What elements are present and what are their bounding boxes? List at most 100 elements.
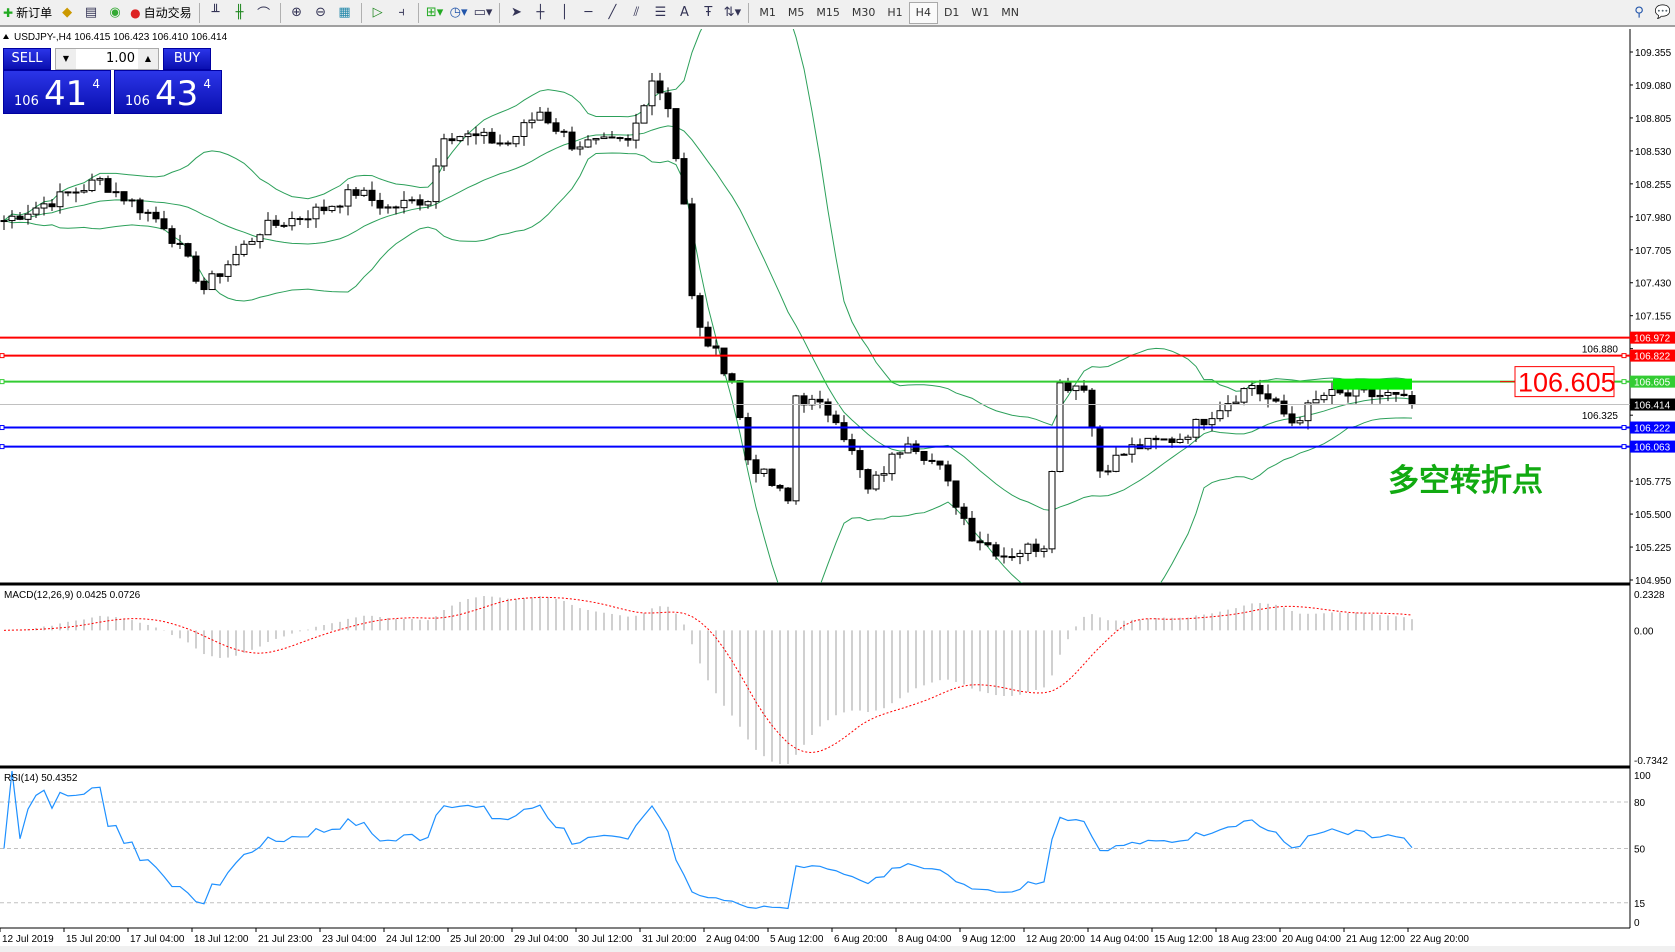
lot-decrease-icon[interactable]: ▼ xyxy=(56,49,76,69)
level-price-label: 106.222 xyxy=(1634,424,1671,435)
zoom-out-icon[interactable]: ⊖ xyxy=(315,5,327,20)
line-chart-icon[interactable]: ⌒ xyxy=(257,7,271,22)
candle xyxy=(792,394,800,505)
candle xyxy=(1184,434,1192,444)
candle xyxy=(744,412,752,465)
candle xyxy=(80,184,88,194)
candle xyxy=(96,176,104,186)
rsi-label: RSI(14) 50.4352 xyxy=(4,773,78,784)
navigator-icon[interactable]: ▤ xyxy=(84,5,98,20)
lot-size-stepper[interactable]: ▼ 1.00 ▲ xyxy=(55,48,159,70)
timeframe-h1[interactable]: H1 xyxy=(887,6,903,19)
candle xyxy=(472,126,480,145)
candle xyxy=(184,242,192,258)
candle xyxy=(896,451,904,459)
chart-shift-icon[interactable]: ⫞ xyxy=(398,5,405,20)
timeframe-m1[interactable]: M1 xyxy=(759,6,776,19)
timeframe-d1[interactable]: D1 xyxy=(943,6,960,19)
candle xyxy=(200,277,208,295)
timeframe-m30[interactable]: M30 xyxy=(851,6,876,19)
candle xyxy=(88,173,96,193)
candle xyxy=(512,135,520,148)
bar-chart-icon[interactable]: ╨ xyxy=(211,5,220,20)
trendline-icon[interactable]: ╱ xyxy=(608,5,617,20)
vertical-line-icon[interactable]: │ xyxy=(560,5,569,20)
candle xyxy=(936,460,944,470)
candle xyxy=(1000,547,1008,564)
timeframe-h4[interactable]: H4 xyxy=(908,1,938,24)
timeframe-m5[interactable]: M5 xyxy=(787,6,805,19)
candle xyxy=(1312,390,1320,404)
fibonacci-icon[interactable]: ☰ xyxy=(654,5,667,20)
buy-button[interactable]: BUY xyxy=(163,48,211,70)
lot-input[interactable]: 1.00 xyxy=(106,51,135,66)
candle xyxy=(864,468,872,494)
candle xyxy=(464,130,472,146)
periods-icon[interactable]: ◷▾ xyxy=(449,5,468,20)
text-label-icon[interactable]: Ŧ xyxy=(704,5,713,20)
sell-price[interactable]: 106 41 4 xyxy=(3,70,111,114)
candle xyxy=(240,240,248,257)
candle xyxy=(288,211,296,231)
time-tick-label: 21 Aug 12:00 xyxy=(1346,934,1405,945)
lot-increase-icon[interactable]: ▲ xyxy=(138,49,158,69)
candle xyxy=(1288,406,1296,427)
candle xyxy=(528,112,536,129)
candle xyxy=(304,210,312,229)
rsi-tick-label: 15 xyxy=(1634,899,1646,910)
horizontal-line-icon[interactable]: ─ xyxy=(584,5,593,20)
candle xyxy=(760,468,768,477)
time-tick-label: 30 Jul 12:00 xyxy=(578,934,633,945)
timeframe-w1[interactable]: W1 xyxy=(971,6,990,19)
candle xyxy=(328,205,336,213)
candle xyxy=(8,210,16,229)
candle xyxy=(816,390,824,409)
cursor-icon[interactable]: ➤ xyxy=(510,5,522,20)
candlestick-icon[interactable]: ╫ xyxy=(235,5,244,20)
time-tick-label: 14 Aug 04:00 xyxy=(1090,934,1149,945)
timeframe-mn[interactable]: MN xyxy=(1001,6,1020,19)
indicators-icon[interactable]: ⊞▾ xyxy=(425,5,444,20)
sell-button[interactable]: SELL xyxy=(3,48,51,70)
price-tick-label: 106.880 xyxy=(1582,345,1619,356)
text-icon[interactable]: A xyxy=(679,5,689,20)
templates-icon[interactable]: ▭▾ xyxy=(473,5,493,20)
auto-scroll-icon[interactable]: ▷ xyxy=(372,5,383,20)
candle xyxy=(520,119,528,146)
market-watch-icon[interactable]: ◆ xyxy=(62,5,73,20)
candle xyxy=(176,234,184,250)
candle xyxy=(112,182,120,198)
price-tick-label: 107.705 xyxy=(1635,246,1672,257)
new-order-button[interactable]: ✚ 新订单 xyxy=(3,5,53,21)
candle xyxy=(424,200,432,209)
candle xyxy=(784,487,792,504)
zoom-in-icon[interactable]: ⊕ xyxy=(291,5,303,20)
candle xyxy=(672,108,680,162)
tile-windows-icon[interactable]: ▦ xyxy=(338,5,351,20)
auto-trading-button[interactable]: ● 自动交易 xyxy=(130,5,192,21)
signals-icon[interactable]: ◉ xyxy=(109,5,121,20)
candle xyxy=(776,484,784,492)
chat-icon[interactable]: 💬 xyxy=(1654,5,1672,20)
candle xyxy=(880,466,888,482)
candle xyxy=(456,135,464,142)
candle xyxy=(0,215,8,231)
price-tick-label: 105.225 xyxy=(1635,543,1672,554)
rsi-line xyxy=(3,770,1413,910)
candle xyxy=(352,187,360,199)
time-tick-label: 12 Jul 2019 xyxy=(2,934,54,945)
chart-area[interactable]: USDJPY-,H4 106.415 106.423 106.410 106.4… xyxy=(0,29,1675,952)
candle xyxy=(312,203,320,228)
equidistant-channel-icon[interactable]: ⫽ xyxy=(633,5,640,20)
timeframe-m15[interactable]: M15 xyxy=(816,6,840,19)
candle xyxy=(768,468,776,487)
candle xyxy=(1272,396,1280,403)
search-icon[interactable]: ⚲ xyxy=(1634,5,1644,20)
crosshair-icon[interactable]: ┼ xyxy=(536,5,545,20)
candle xyxy=(448,132,456,145)
buy-price[interactable]: 106 43 4 xyxy=(114,70,222,114)
arrows-icon[interactable]: ⇅▾ xyxy=(723,5,742,20)
candle xyxy=(824,398,832,423)
price-tick-label: 106.325 xyxy=(1582,411,1619,422)
candle xyxy=(640,104,648,124)
